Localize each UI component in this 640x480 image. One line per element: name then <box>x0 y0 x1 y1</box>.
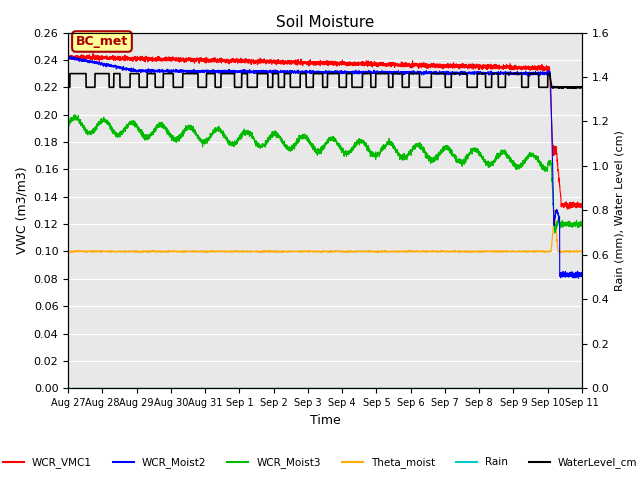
Y-axis label: VWC (m3/m3): VWC (m3/m3) <box>15 167 28 254</box>
Title: Soil Moisture: Soil Moisture <box>276 15 374 30</box>
Text: BC_met: BC_met <box>76 35 128 48</box>
Y-axis label: Rain (mm), Water Level (cm): Rain (mm), Water Level (cm) <box>615 130 625 291</box>
Legend: WCR_VMC1, WCR_Moist2, WCR_Moist3, Theta_moist, Rain, WaterLevel_cm: WCR_VMC1, WCR_Moist2, WCR_Moist3, Theta_… <box>0 453 640 472</box>
X-axis label: Time: Time <box>310 414 340 427</box>
